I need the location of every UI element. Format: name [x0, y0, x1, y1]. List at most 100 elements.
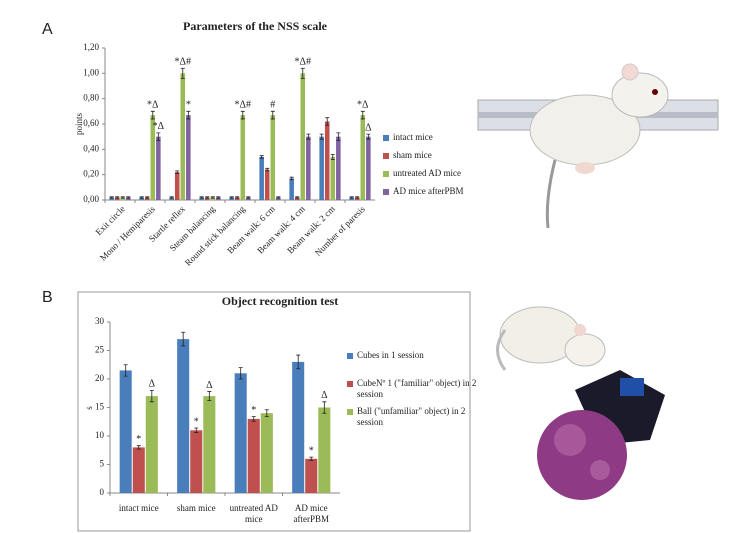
- significance-marker: *: [136, 434, 141, 445]
- bar: [180, 73, 186, 200]
- significance-marker: *Δ: [153, 121, 165, 132]
- error-bar: [205, 196, 210, 199]
- error-bar: [240, 110, 245, 120]
- bar: [109, 197, 114, 200]
- bar: [204, 197, 210, 200]
- y-tick-label: 1,20: [83, 42, 99, 52]
- x-tick-label: intact mice: [118, 503, 159, 513]
- significance-marker: *Δ: [357, 100, 369, 111]
- error-bar: [355, 196, 360, 199]
- error-bar: [360, 110, 365, 120]
- bar: [305, 458, 318, 493]
- chart-title: Object recognition test: [222, 294, 338, 308]
- legend-label: Cubes in 1 session: [357, 350, 424, 360]
- bar: [150, 115, 156, 200]
- bar: [247, 418, 260, 493]
- error-bar: [199, 196, 204, 199]
- legend-label: Ball ("unfamiliar" object) in 2 session: [357, 406, 466, 427]
- error-bar: [259, 155, 264, 159]
- error-bar: [229, 196, 234, 199]
- bar: [216, 197, 221, 200]
- significance-marker: *: [186, 100, 191, 111]
- bar: [139, 197, 144, 200]
- legend-swatch: [383, 135, 389, 141]
- error-bar: [306, 133, 311, 140]
- significance-marker: *Δ#: [235, 100, 251, 111]
- x-tick-label: AD mice afterPBM: [293, 503, 330, 524]
- bar: [319, 136, 324, 200]
- error-bar: [169, 196, 174, 199]
- y-tick-label: 0,20: [83, 169, 99, 179]
- bar: [294, 197, 300, 200]
- significance-marker: #: [270, 100, 275, 111]
- legend-label: CubeNº 1 ("familiar" object) in 2 sessio…: [357, 378, 477, 399]
- legend-swatch: [347, 353, 353, 359]
- bar: [234, 373, 247, 493]
- y-axis-label: s: [84, 406, 94, 410]
- bar: [366, 136, 371, 200]
- photo-mouse-beam: [477, 63, 719, 229]
- error-bar: [296, 354, 301, 370]
- y-axis-label: points: [74, 113, 84, 136]
- bar: [259, 156, 264, 200]
- bar: [177, 339, 190, 493]
- bar: [240, 115, 246, 200]
- bar: [119, 370, 132, 493]
- error-bar: [180, 67, 185, 79]
- y-tick-label: 5: [100, 459, 105, 469]
- error-bar: [150, 110, 155, 120]
- error-bar: [251, 416, 256, 422]
- bar: [276, 197, 281, 200]
- bar: [190, 430, 203, 493]
- panel-border: [77, 291, 471, 532]
- error-bar: [123, 364, 128, 377]
- error-bar: [186, 110, 191, 120]
- chart-title: Parameters of the NSS scale: [183, 19, 328, 33]
- error-bar: [145, 196, 150, 199]
- bar: [318, 407, 331, 493]
- error-bar: [139, 196, 144, 199]
- bar: [144, 197, 150, 200]
- bar: [354, 197, 360, 200]
- bar: [360, 115, 366, 200]
- error-bar: [366, 133, 371, 140]
- significance-marker: Δ: [206, 380, 213, 391]
- bar: [132, 447, 145, 493]
- panel-label: A: [42, 21, 53, 38]
- legend-swatch: [383, 189, 389, 195]
- error-bar: [194, 427, 199, 433]
- bar: [292, 361, 305, 493]
- error-bar: [120, 196, 125, 199]
- significance-marker: Δ: [149, 379, 156, 390]
- bar: [260, 413, 273, 493]
- y-tick-label: 0,00: [83, 194, 99, 204]
- error-bar: [295, 196, 300, 199]
- legend-swatch: [383, 171, 389, 177]
- bar: [114, 197, 120, 200]
- error-bar: [246, 196, 251, 199]
- bar: [234, 197, 240, 200]
- significance-marker: *: [194, 416, 199, 427]
- bar: [120, 197, 126, 200]
- error-bar: [207, 391, 212, 402]
- significance-marker: *Δ#: [175, 57, 191, 68]
- error-bar: [325, 117, 330, 126]
- error-bar: [265, 167, 270, 172]
- bar: [169, 197, 174, 200]
- x-tick-label: Mono / Hemiparesis: [98, 203, 157, 262]
- significance-marker: *: [251, 405, 256, 416]
- error-bar: [181, 331, 186, 347]
- bar: [199, 197, 204, 200]
- y-tick-label: 20: [95, 373, 105, 383]
- bar: [210, 197, 216, 200]
- bar: [306, 136, 311, 200]
- y-tick-label: 1,00: [83, 67, 99, 77]
- x-tick-label: untreated AD mice: [229, 503, 278, 524]
- error-bar: [270, 110, 275, 120]
- error-bar: [276, 196, 281, 199]
- error-bar: [115, 196, 120, 199]
- bar: [270, 115, 276, 200]
- bar: [229, 197, 234, 200]
